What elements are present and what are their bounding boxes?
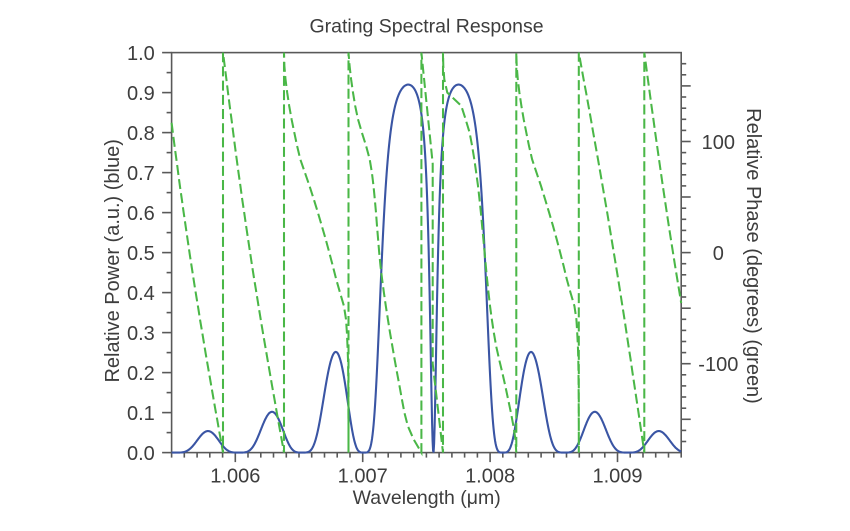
svg-text:1.009: 1.009 (592, 465, 642, 487)
svg-text:0: 0 (713, 243, 724, 265)
svg-text:-100: -100 (698, 354, 738, 376)
svg-text:0.9: 0.9 (127, 83, 155, 105)
svg-text:0.1: 0.1 (127, 403, 155, 425)
svg-text:1.007: 1.007 (338, 465, 388, 487)
svg-text:0.8: 0.8 (127, 123, 155, 145)
svg-text:0.6: 0.6 (127, 203, 155, 225)
svg-text:Wavelength (μm): Wavelength (μm) (353, 487, 501, 509)
svg-text:0.7: 0.7 (127, 163, 155, 185)
svg-text:0.5: 0.5 (127, 243, 155, 265)
svg-text:1.006: 1.006 (210, 465, 260, 487)
svg-text:1.008: 1.008 (465, 465, 515, 487)
svg-text:0.3: 0.3 (127, 323, 155, 345)
svg-text:Grating Spectral Response: Grating Spectral Response (309, 16, 543, 38)
svg-text:0.0: 0.0 (127, 443, 155, 465)
svg-text:0.2: 0.2 (127, 363, 155, 385)
svg-text:1.0: 1.0 (127, 43, 155, 65)
svg-text:Relative Phase (degrees) (gree: Relative Phase (degrees) (green) (742, 108, 764, 404)
svg-text:Relative Power (a.u.) (blue): Relative Power (a.u.) (blue) (102, 139, 124, 382)
svg-text:100: 100 (702, 132, 735, 154)
svg-text:0.4: 0.4 (127, 283, 155, 305)
